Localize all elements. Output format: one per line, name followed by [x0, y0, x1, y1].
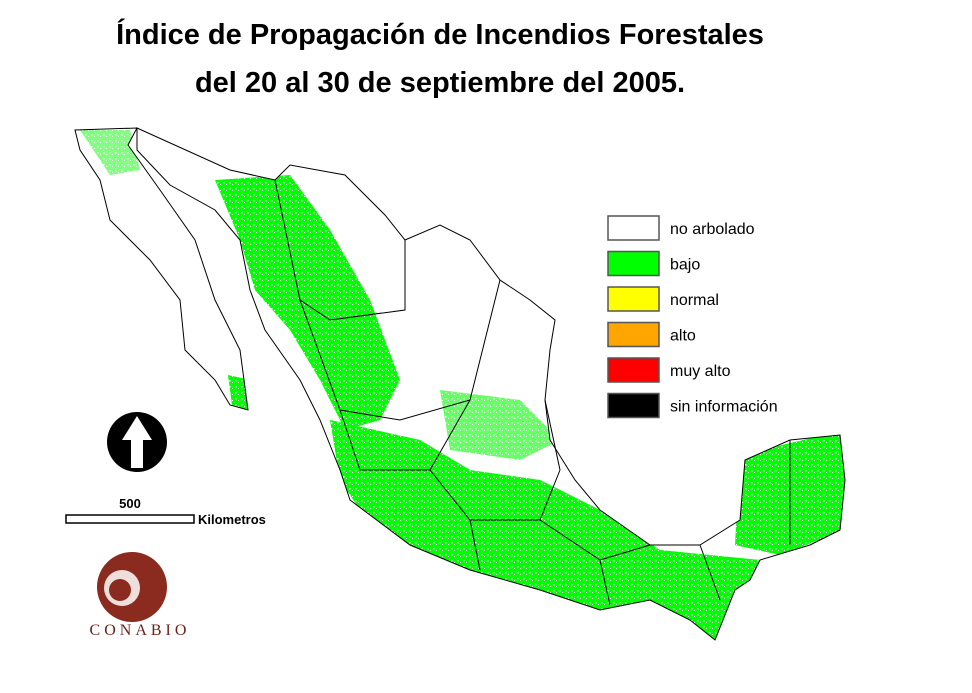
legend-swatch — [607, 250, 660, 277]
title-line-1: Índice de Propagación de Incendios Fores… — [116, 17, 764, 51]
north-arrow — [107, 412, 167, 472]
legend-swatch — [607, 321, 660, 348]
scale-value: 500 — [119, 496, 141, 511]
legend: no arbolado bajo normal alto muy alto sin inf… — [607, 215, 778, 419]
legend-label: muy alto — [670, 363, 731, 380]
legend-label: bajo — [670, 257, 700, 274]
legend-swatch — [607, 357, 660, 383]
logo: CONABIO — [90, 552, 191, 639]
legend-label: no arbolado — [670, 221, 755, 238]
title-line-2: del 20 al 30 de septiembre del 2005. — [195, 67, 685, 99]
legend-swatch — [607, 392, 660, 419]
fire-index-cover — [75, 128, 845, 640]
country-map — [74, 127, 846, 641]
scale-unit: Kilometros — [198, 512, 266, 527]
scale-bar: 500 Kilometros — [65, 496, 266, 527]
legend-swatch — [607, 215, 660, 241]
logo-text: CONABIO — [90, 622, 191, 639]
legend-label: normal — [670, 292, 719, 309]
legend-label: sin información — [670, 399, 778, 416]
legend-swatch — [607, 286, 660, 312]
borders — [74, 127, 846, 641]
legend-label: alto — [670, 328, 696, 345]
